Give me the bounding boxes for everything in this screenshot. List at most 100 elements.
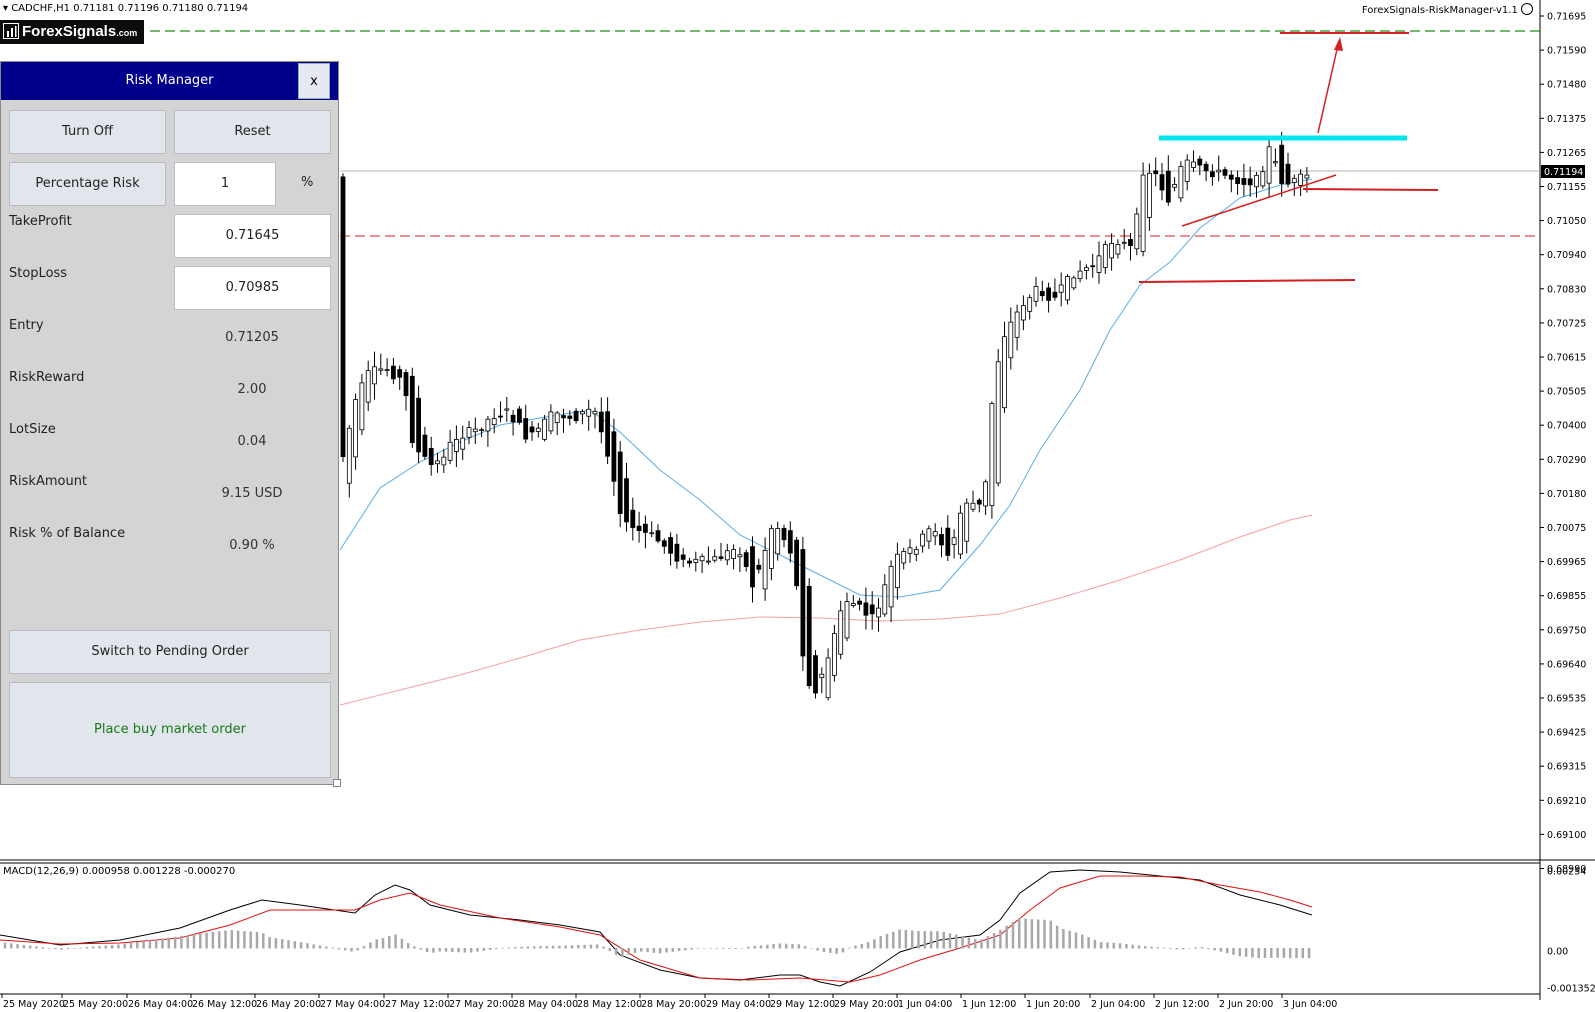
candle-body — [895, 553, 900, 589]
candle-body — [1304, 174, 1310, 179]
price-tick-label: 0.69210 — [1547, 796, 1586, 807]
candle-body — [479, 429, 485, 432]
candle-body — [567, 415, 573, 419]
symbol-info-text: CADCHF,H1 0.71181 0.71196 0.71180 0.7119… — [11, 3, 249, 14]
lot-size-value: 0.04 — [237, 434, 267, 449]
reset-button[interactable]: Reset — [174, 110, 331, 154]
candle-body — [932, 531, 938, 537]
smiley-icon[interactable] — [1521, 3, 1533, 15]
candle-body — [586, 408, 592, 417]
risk-mode-button[interactable]: Percentage Risk — [9, 162, 166, 206]
candle-body — [1084, 267, 1089, 271]
price-tick-label: 0.69640 — [1547, 659, 1586, 670]
switch-pending-order-button[interactable]: Switch to Pending Order — [9, 630, 331, 674]
candle-body — [920, 533, 925, 547]
panel-header[interactable]: Risk Manager x — [1, 62, 338, 100]
candle-body — [535, 427, 541, 432]
candle-body — [561, 415, 566, 419]
candle-body — [800, 549, 806, 657]
candle-body — [857, 600, 862, 605]
take-profit-input[interactable]: 0.71645 — [174, 214, 331, 258]
candle-body — [573, 410, 579, 422]
time-tick-label: 26 May 04:00 — [128, 999, 193, 1010]
price-tick-label: 0.69425 — [1547, 728, 1586, 739]
candle-body — [617, 451, 623, 514]
candle-body — [737, 554, 743, 558]
candle-body — [649, 532, 655, 535]
entry-value: 0.71205 — [225, 330, 279, 345]
risk-pct-label: Risk % of Balance — [9, 526, 126, 541]
candle-body — [1228, 174, 1234, 180]
candle-body — [554, 412, 560, 424]
risk-value-input[interactable]: 1 — [174, 162, 276, 206]
candle-body — [378, 368, 384, 371]
place-order-button[interactable]: Place buy market order — [9, 682, 331, 778]
target-arrow-head — [1334, 37, 1343, 51]
candle-body — [983, 481, 988, 507]
stop-level-line — [1138, 279, 1356, 283]
close-button[interactable]: x — [298, 63, 330, 99]
candle-body — [750, 546, 755, 588]
time-tick-label: 29 May 12:00 — [770, 999, 835, 1010]
candle-body — [1090, 265, 1096, 268]
candle-body — [359, 382, 365, 431]
take-profit-label: TakeProfit — [9, 214, 72, 229]
price-tick-label: 0.70180 — [1547, 489, 1586, 500]
candle-body — [731, 549, 736, 559]
slow-ma-line — [339, 514, 1313, 706]
candle-body — [1052, 291, 1058, 298]
candle-body — [472, 428, 478, 433]
candle-body — [970, 502, 976, 510]
candle-body — [510, 414, 516, 423]
candle-body — [453, 439, 459, 452]
candle-body — [869, 604, 875, 615]
chart-menu-arrow-icon[interactable]: ▾ — [3, 3, 12, 14]
candle-body — [611, 431, 617, 482]
price-tick-label: 0.71375 — [1547, 114, 1586, 125]
candle-body — [850, 603, 856, 607]
candle-body — [1115, 244, 1121, 255]
candle-body — [1002, 336, 1007, 409]
time-tick-label: 28 May 20:00 — [641, 999, 706, 1010]
logo-name: ForexSignals — [22, 23, 117, 40]
macd-axis-label: 0.00254 — [1547, 867, 1586, 878]
panel-resize-handle[interactable] — [333, 779, 341, 787]
candle-body — [384, 369, 390, 371]
candle-body — [913, 549, 919, 555]
candle-body — [661, 540, 667, 547]
place-order-label: Place buy market order — [94, 722, 246, 737]
candle-body — [832, 633, 837, 676]
candle-body — [1021, 305, 1026, 321]
moving-averages — [339, 178, 1313, 706]
candle-body — [1235, 177, 1240, 184]
price-tick-label: 0.69855 — [1547, 591, 1586, 602]
candle-body — [409, 375, 415, 444]
candle-body — [1008, 321, 1014, 359]
candle-body — [346, 427, 352, 484]
candle-body — [1184, 159, 1190, 182]
stop-loss-input[interactable]: 0.70985 — [174, 266, 331, 310]
candle-body — [592, 410, 598, 415]
candle-body — [813, 655, 818, 694]
candle-body — [838, 610, 844, 655]
candle-body — [1197, 158, 1203, 166]
macd-signal-line — [0, 875, 1313, 983]
risk-unit-label: % — [301, 175, 314, 190]
price-tick-label: 0.71155 — [1547, 182, 1586, 193]
chart-bars-icon — [3, 23, 19, 39]
symbol-info: ▾ CADCHF,H1 0.71181 0.71196 0.71180 0.71… — [3, 3, 248, 14]
candle-body — [340, 176, 346, 458]
candle-body — [1109, 243, 1114, 259]
turn-off-button[interactable]: Turn Off — [9, 110, 166, 154]
price-tick-label: 0.68990 — [1547, 864, 1586, 875]
price-tick-label: 0.69315 — [1547, 762, 1586, 773]
candle-body — [491, 418, 497, 426]
candle-body — [825, 657, 831, 699]
candle-body — [901, 551, 907, 564]
macd-axis-label: -0.001352 — [1547, 984, 1595, 995]
candle-body — [876, 607, 881, 618]
time-tick-label: 26 May 20:00 — [256, 999, 321, 1010]
candle-body — [624, 478, 629, 523]
candle-body — [680, 554, 686, 560]
